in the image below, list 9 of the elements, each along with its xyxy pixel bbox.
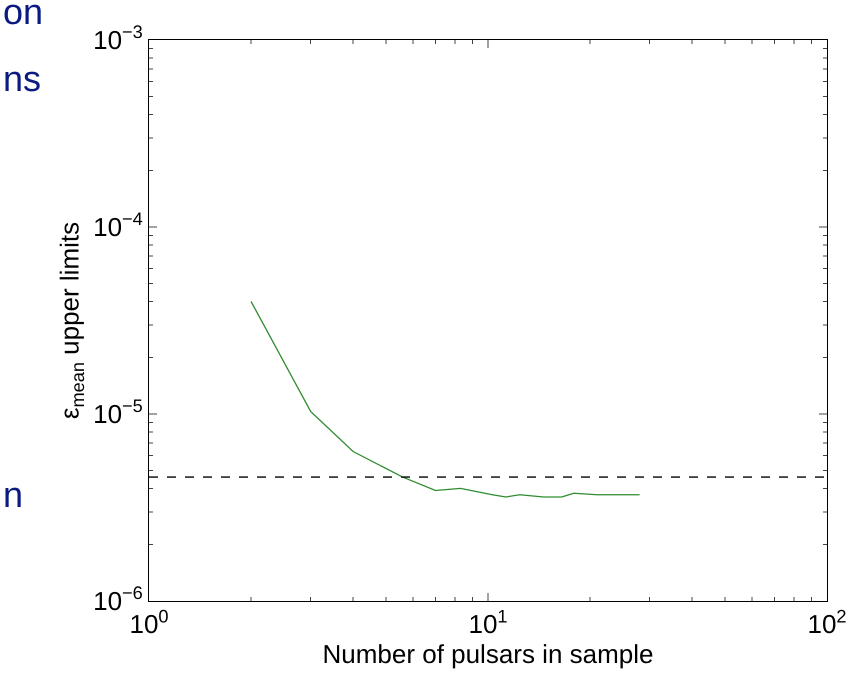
x-tick-label: 10$^{2}$ <box>807 606 847 640</box>
y-tick-label: 10$^{−4}$ <box>93 209 143 242</box>
y-tick-label: 10$^{−3}$ <box>93 22 143 56</box>
x-axis-title: Number of pulsars in sample <box>322 639 654 670</box>
text: on <box>3 0 44 32</box>
text: ns <box>3 58 42 99</box>
x-tick-label: 10$^{1}$ <box>468 606 508 640</box>
y-tick-label: 10$^{−5}$ <box>93 396 143 430</box>
text: n <box>3 474 24 515</box>
